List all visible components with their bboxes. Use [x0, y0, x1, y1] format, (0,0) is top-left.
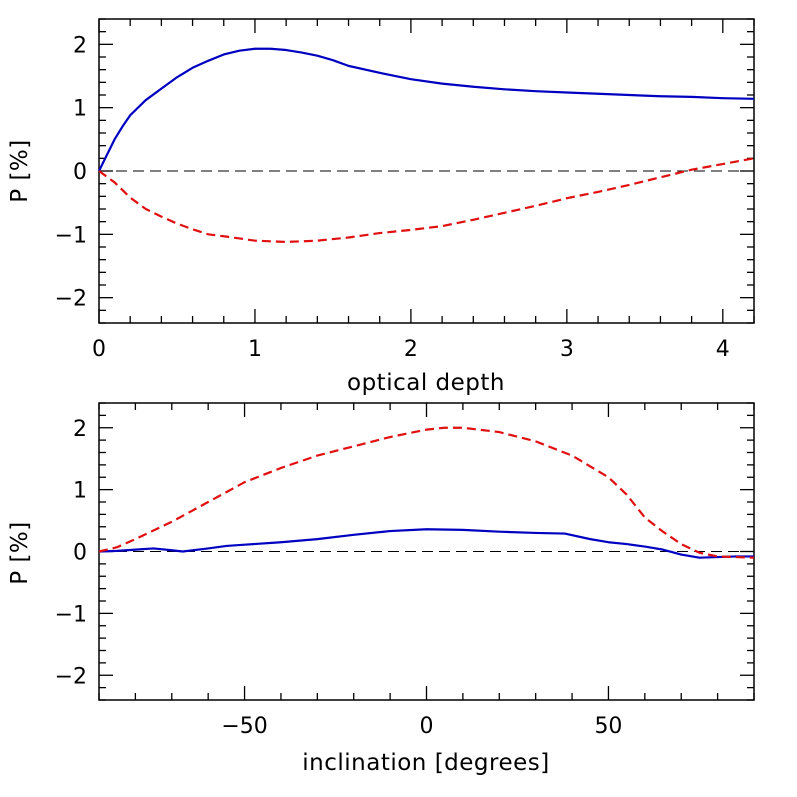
- top-y-tick-label: −1: [55, 223, 87, 248]
- bottom-series: [98, 426, 755, 559]
- bottom-y-tick-label: 0: [73, 541, 87, 566]
- top-y-tick-label: 1: [73, 97, 87, 122]
- top-x-tick-label: 0: [92, 337, 106, 362]
- bottom-chart: −50 0 50 −2 −1 0 1 2 inclination [degrees] P [%…: [7, 402, 755, 776]
- top-x-tick-label: 2: [404, 337, 418, 362]
- bottom-y-axis-label: P [%]: [7, 521, 33, 584]
- bottom-y-tick-label: −2: [55, 664, 87, 689]
- top-series-solid-blue: [98, 47, 755, 172]
- top-chart: 0 1 2 3 4 −2 −1 0 1 2 optical depth P [%]: [7, 18, 755, 396]
- top-x-tick-label: 1: [248, 337, 262, 362]
- bottom-series-solid-blue: [98, 528, 754, 559]
- top-x-axis-label: optical depth: [347, 370, 505, 396]
- bottom-x-axis-label: inclination [degrees]: [302, 750, 549, 776]
- bottom-tick-labels: −50 0 50 −2 −1 0 1 2: [55, 417, 623, 739]
- top-x-tick-label: 3: [560, 337, 574, 362]
- bottom-x-tick-label: 0: [420, 714, 434, 739]
- top-y-tick-label: −2: [55, 287, 87, 312]
- bottom-x-tick-label: 50: [594, 714, 622, 739]
- top-y-tick-label: 2: [73, 33, 87, 58]
- bottom-series-dashed-red: [98, 426, 755, 559]
- top-tick-labels: 0 1 2 3 4 −2 −1 0 1 2: [55, 33, 730, 362]
- top-y-tick-label: 0: [73, 160, 87, 185]
- top-x-tick-label: 4: [716, 337, 730, 362]
- bottom-y-tick-label: −1: [55, 602, 87, 627]
- bottom-y-tick-label: 2: [73, 417, 87, 442]
- top-y-axis-label: P [%]: [7, 139, 33, 202]
- top-ticks: [98, 18, 755, 324]
- bottom-y-tick-label: 1: [73, 479, 87, 504]
- top-series-dashed-red: [98, 157, 755, 244]
- bottom-x-tick-label: −50: [221, 714, 267, 739]
- top-series: [98, 47, 755, 244]
